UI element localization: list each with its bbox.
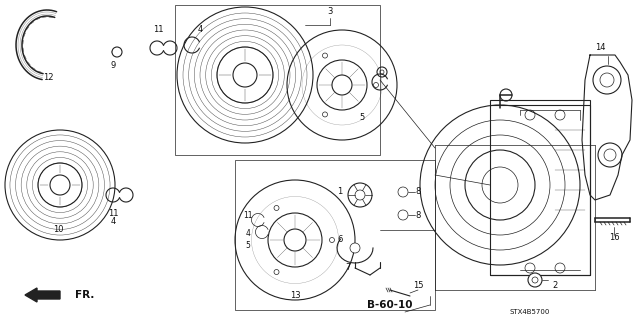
Bar	[175, 5, 380, 155]
Text: 6: 6	[337, 235, 342, 244]
Circle shape	[604, 149, 616, 161]
Text: 3: 3	[327, 8, 333, 17]
FancyArrow shape	[25, 288, 60, 302]
Circle shape	[112, 47, 122, 57]
Circle shape	[233, 63, 257, 87]
Text: 11: 11	[243, 211, 253, 219]
Text: 5: 5	[360, 114, 365, 122]
Circle shape	[50, 175, 70, 195]
Text: FR.: FR.	[75, 290, 94, 300]
Text: 10: 10	[52, 226, 63, 234]
Text: 4: 4	[110, 218, 116, 226]
Text: 4: 4	[197, 26, 203, 34]
Text: 5: 5	[246, 241, 250, 249]
Text: 7: 7	[346, 263, 351, 272]
Text: 4: 4	[246, 228, 250, 238]
Text: 8: 8	[415, 188, 420, 197]
Circle shape	[528, 273, 542, 287]
Text: 2: 2	[552, 280, 557, 290]
Text: 11: 11	[108, 209, 118, 218]
Circle shape	[398, 210, 408, 220]
Text: 16: 16	[609, 234, 620, 242]
Text: 8: 8	[415, 211, 420, 219]
Text: 13: 13	[290, 291, 300, 300]
Text: 1: 1	[337, 188, 342, 197]
Circle shape	[350, 243, 360, 253]
Circle shape	[398, 187, 408, 197]
Text: 15: 15	[413, 280, 423, 290]
Text: 12: 12	[43, 73, 53, 83]
Text: 11: 11	[153, 26, 163, 34]
Text: STX4B5700: STX4B5700	[510, 309, 550, 315]
Bar	[235, 160, 435, 310]
Bar	[490, 100, 590, 275]
Text: 9: 9	[110, 61, 116, 70]
Text: 14: 14	[595, 43, 605, 53]
Circle shape	[600, 73, 614, 87]
Text: B-60-10: B-60-10	[367, 300, 413, 310]
